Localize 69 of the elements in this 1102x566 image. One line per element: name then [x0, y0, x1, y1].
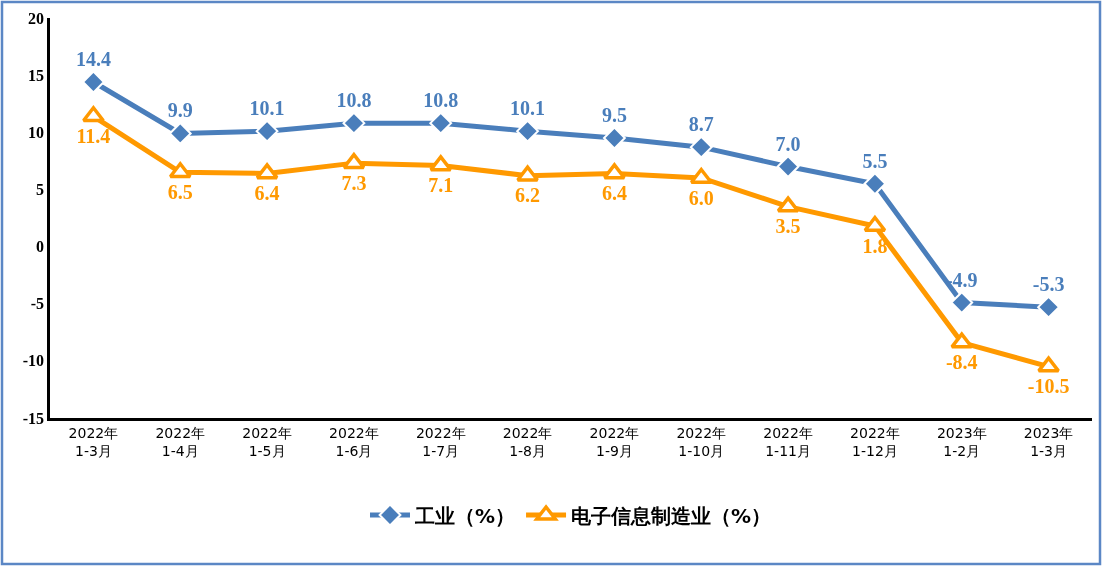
- data-label: 9.9: [167, 99, 193, 122]
- data-label: 10.8: [423, 89, 459, 112]
- point: [255, 163, 279, 180]
- data-label: -4.9: [945, 268, 978, 291]
- data-label: 6.0: [688, 186, 714, 209]
- data-label: 9.5: [601, 104, 627, 126]
- x-tick-label: 2022年 1-10月: [676, 424, 727, 459]
- data-label: -8.4: [945, 351, 978, 374]
- data-label: 10.1: [249, 97, 285, 120]
- x-tick-label: 2022年 1-7月: [415, 424, 466, 459]
- data-label: 11.4: [76, 124, 111, 147]
- data-label: -10.5: [1027, 375, 1070, 398]
- point: [516, 165, 540, 182]
- point: [429, 111, 453, 135]
- point: [689, 167, 713, 184]
- point: [82, 70, 105, 94]
- point: [1037, 295, 1060, 319]
- y-tick-label: 5: [36, 181, 45, 199]
- point: [603, 126, 626, 150]
- y-tick-label: 15: [28, 66, 45, 84]
- data-label: 14.4: [75, 48, 111, 70]
- point: [168, 162, 192, 179]
- point: [602, 163, 626, 180]
- data-label: 6.4: [601, 182, 627, 205]
- x-tick-label: 2022年 1-5月: [242, 424, 292, 459]
- x-tick-label: 2022年 1-9月: [589, 424, 640, 459]
- data-label: 10.1: [510, 97, 546, 120]
- point: [776, 196, 800, 213]
- point: [776, 155, 800, 178]
- y-tick-label: -10: [22, 352, 45, 370]
- point: [168, 122, 192, 145]
- point: [516, 119, 539, 143]
- x-tick-label: 2022年 1-4月: [155, 424, 206, 459]
- y-tick-label: 10: [28, 123, 45, 141]
- point: [950, 332, 974, 349]
- x-tick-label: 2022年 1-3月: [68, 424, 119, 459]
- data-label: 7.0: [775, 132, 801, 155]
- point: [342, 152, 366, 170]
- data-label: 7.1: [428, 174, 454, 197]
- point: [689, 135, 713, 159]
- point: [342, 111, 366, 135]
- point: [863, 215, 887, 232]
- data-label: 6.4: [254, 182, 280, 205]
- y-tick-label: 0: [36, 238, 45, 256]
- point: [1037, 356, 1061, 373]
- legend-label: 工业（%）: [414, 503, 516, 528]
- data-label: 6.5: [167, 180, 193, 203]
- point: [255, 119, 279, 143]
- x-tick-label: 2022年 1-8月: [502, 424, 553, 459]
- point: [81, 106, 105, 123]
- data-label: 5.5: [862, 149, 888, 172]
- legend-label: 电子信息制造业（%）: [571, 503, 772, 528]
- x-tick-label: 2022年 1-12月: [850, 424, 900, 459]
- y-tick-label: 20: [28, 9, 45, 27]
- x-tick-label: 2022年 1-6月: [329, 424, 379, 459]
- data-label: 3.5: [775, 215, 801, 238]
- data-label: 7.3: [341, 171, 367, 194]
- y-tick-label: -5: [30, 295, 45, 313]
- point: [950, 291, 974, 314]
- data-label: -5.3: [1032, 273, 1065, 296]
- x-tick-label: 2022年 1-11月: [763, 424, 813, 459]
- point: [863, 172, 887, 196]
- data-label: 10.8: [336, 89, 372, 112]
- data-label: 8.7: [688, 113, 714, 136]
- data-label: 6.2: [515, 184, 541, 207]
- x-tick-label: 2023年 1-3月: [1023, 424, 1074, 459]
- point: [429, 155, 453, 172]
- y-tick-label: -15: [22, 409, 45, 427]
- x-tick-label: 2023年 1-2月: [936, 424, 987, 459]
